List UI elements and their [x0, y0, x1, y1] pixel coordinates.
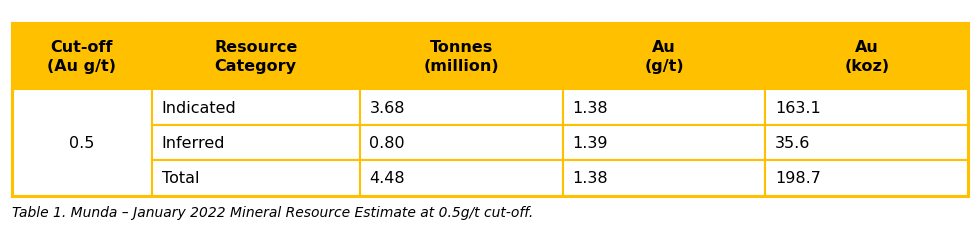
Bar	[765, 24, 968, 90]
Bar	[563, 24, 765, 90]
Text: 1.39: 1.39	[572, 135, 608, 150]
Text: Resource
Category: Resource Category	[214, 40, 297, 74]
Bar	[360, 125, 563, 160]
Bar	[563, 125, 765, 160]
Bar	[360, 90, 563, 125]
Text: 198.7: 198.7	[775, 171, 821, 186]
Text: 0.5: 0.5	[69, 135, 94, 150]
Bar	[563, 90, 765, 125]
Bar	[765, 125, 968, 160]
Text: Indicated: Indicated	[162, 100, 236, 115]
Text: 4.48: 4.48	[369, 171, 405, 186]
Text: Au
(g/t): Au (g/t)	[644, 40, 684, 74]
Bar	[765, 160, 968, 196]
Bar	[360, 160, 563, 196]
Text: 1.38: 1.38	[572, 171, 608, 186]
Bar	[563, 160, 765, 196]
Bar	[152, 24, 360, 90]
Bar	[360, 24, 563, 90]
Bar	[152, 125, 360, 160]
Bar	[12, 24, 152, 90]
Text: 1.38: 1.38	[572, 100, 608, 115]
Bar	[152, 90, 360, 125]
Bar	[12, 90, 152, 196]
Text: 35.6: 35.6	[775, 135, 810, 150]
Text: 3.68: 3.68	[369, 100, 405, 115]
Text: 0.80: 0.80	[369, 135, 405, 150]
Bar	[765, 90, 968, 125]
Text: Inferred: Inferred	[162, 135, 225, 150]
Bar	[12, 24, 968, 196]
Text: Cut-off
(Au g/t): Cut-off (Au g/t)	[47, 40, 117, 74]
Text: Total: Total	[162, 171, 199, 186]
Bar	[152, 160, 360, 196]
Text: Table 1. Munda – January 2022 Mineral Resource Estimate at 0.5g/t cut-off.: Table 1. Munda – January 2022 Mineral Re…	[12, 205, 533, 219]
Text: Au
(koz): Au (koz)	[844, 40, 890, 74]
Text: Tonnes
(million): Tonnes (million)	[423, 40, 499, 74]
Text: 163.1: 163.1	[775, 100, 821, 115]
